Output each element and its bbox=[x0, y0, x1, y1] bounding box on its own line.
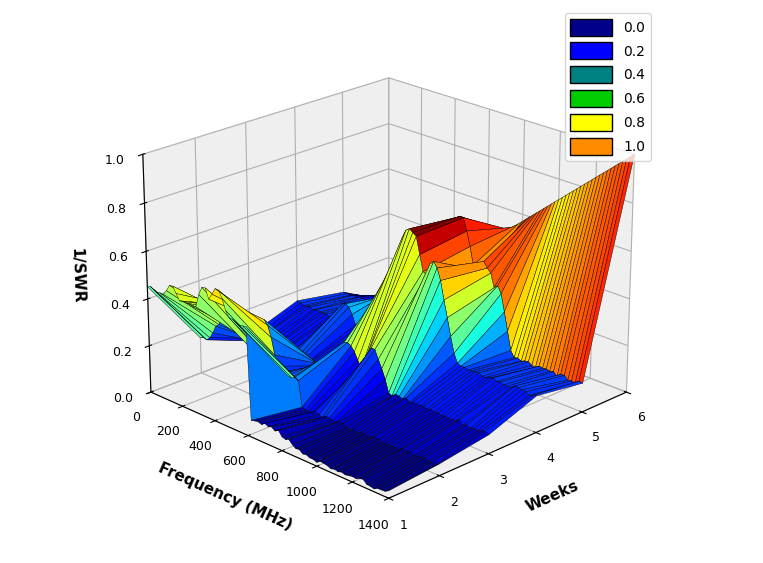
X-axis label: Weeks: Weeks bbox=[523, 479, 581, 515]
Legend: 0.0, 0.2, 0.4, 0.6, 0.8, 1.0: 0.0, 0.2, 0.4, 0.6, 0.8, 1.0 bbox=[565, 13, 651, 160]
Y-axis label: Frequency (MHz): Frequency (MHz) bbox=[156, 461, 295, 533]
